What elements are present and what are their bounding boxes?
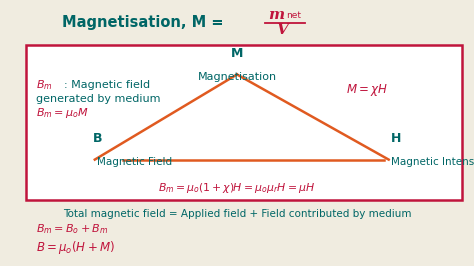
Text: net: net (286, 11, 301, 20)
Text: M: M (231, 47, 243, 60)
Text: m: m (268, 8, 284, 22)
Text: $M = \chi H$: $M = \chi H$ (346, 82, 388, 98)
Text: $B_m$: $B_m$ (36, 78, 52, 92)
Text: generated by medium: generated by medium (36, 94, 160, 104)
Text: Magnetisation: Magnetisation (198, 72, 276, 82)
Text: Total magnetic field = Applied field + Field contributed by medium: Total magnetic field = Applied field + F… (63, 209, 411, 219)
Text: Magnetic Field: Magnetic Field (97, 157, 172, 167)
Text: Magnetic Intensity: Magnetic Intensity (391, 157, 474, 167)
FancyBboxPatch shape (26, 45, 462, 200)
Text: $B_m = B_o + B_m$: $B_m = B_o + B_m$ (36, 222, 108, 236)
Text: B: B (92, 132, 102, 145)
Text: $B_m = \mu_o(1 + \chi)H = \mu_o\mu_r H = \mu H$: $B_m = \mu_o(1 + \chi)H = \mu_o\mu_r H =… (158, 181, 316, 194)
Text: $B = \mu_o(H + M)$: $B = \mu_o(H + M)$ (36, 239, 115, 256)
Text: : Magnetic field: : Magnetic field (64, 80, 150, 90)
Text: $B_m = \mu_o M$: $B_m = \mu_o M$ (36, 106, 88, 120)
Text: Magnetisation, M =: Magnetisation, M = (62, 15, 223, 30)
Text: V: V (276, 23, 288, 37)
Text: H: H (391, 132, 401, 145)
